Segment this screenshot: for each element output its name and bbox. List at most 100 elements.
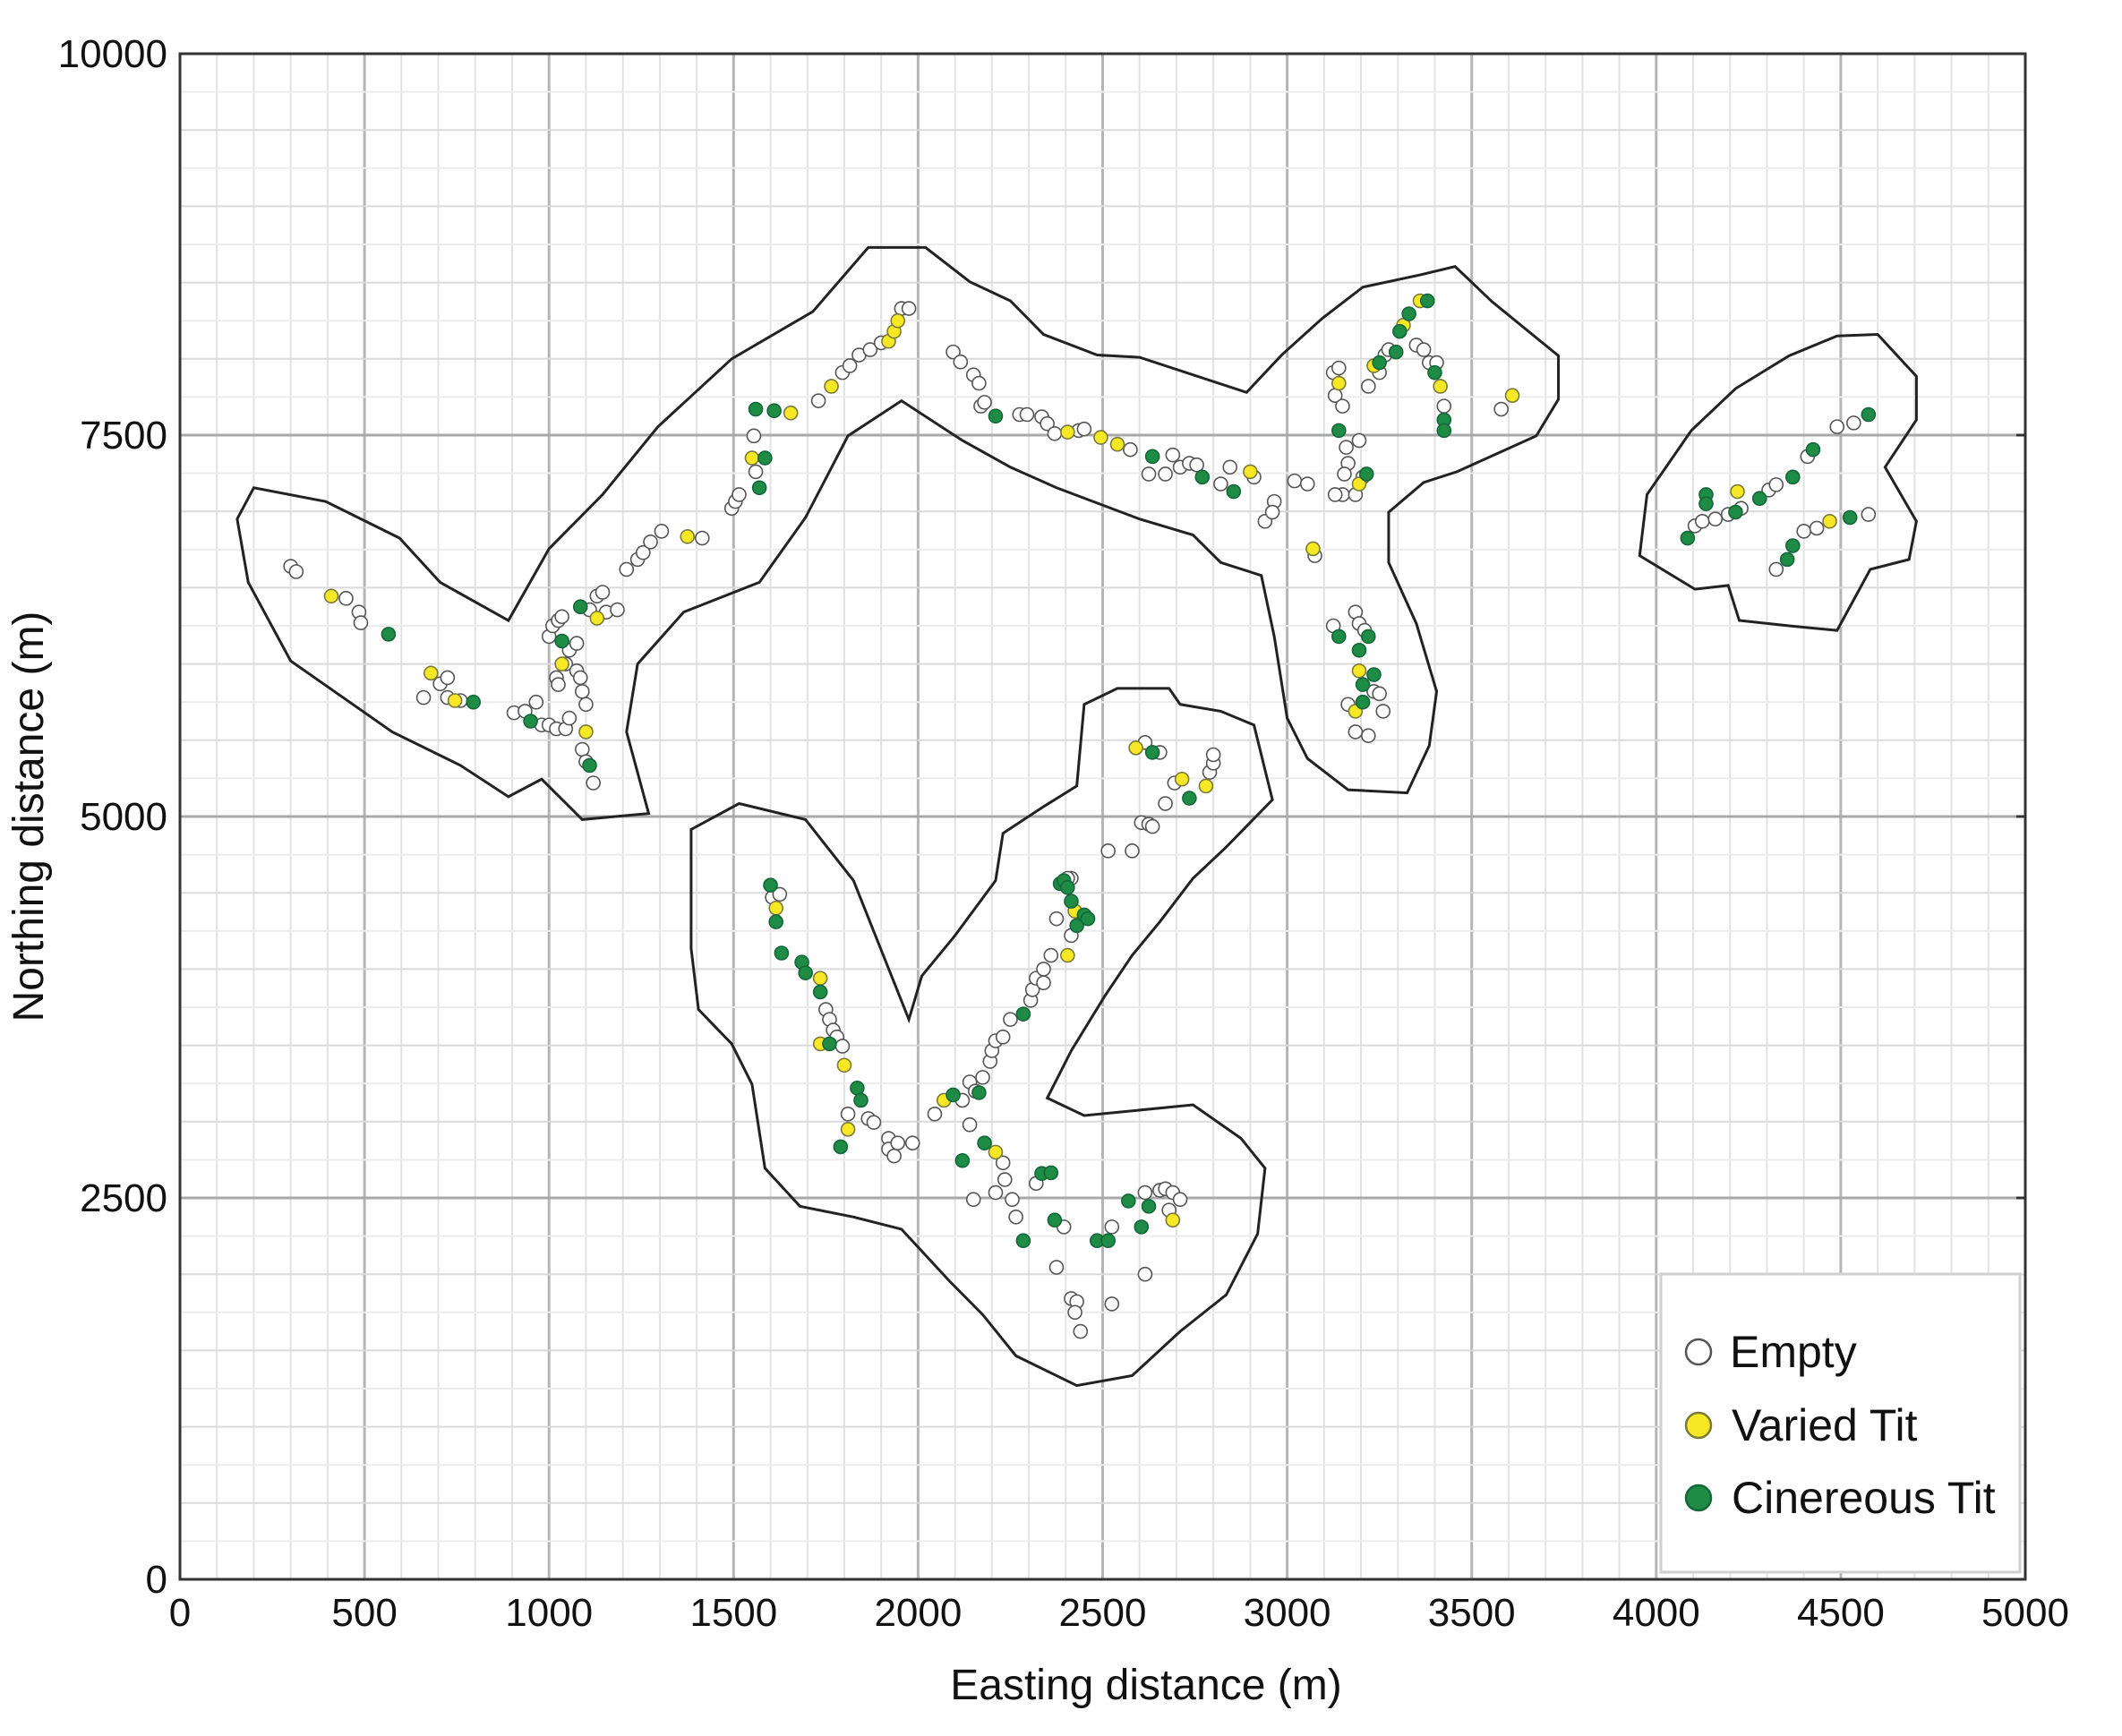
data-point	[866, 1115, 882, 1130]
data-point	[748, 401, 764, 417]
data-point	[1125, 843, 1140, 859]
data-point	[288, 564, 304, 579]
data-point	[1355, 694, 1371, 710]
data-point	[812, 971, 828, 986]
data-point	[1493, 401, 1509, 417]
data-point	[1779, 552, 1795, 568]
legend-marker-varied-tit	[1684, 1411, 1713, 1440]
data-point	[927, 1106, 943, 1122]
data-point	[1372, 355, 1387, 371]
data-point	[466, 694, 481, 710]
data-point	[1003, 1012, 1018, 1027]
data-point	[1213, 476, 1228, 492]
data-point	[1861, 406, 1877, 423]
data-point	[586, 775, 601, 791]
data-point	[1698, 496, 1714, 511]
data-point	[595, 585, 611, 600]
data-point	[1019, 406, 1035, 423]
data-point	[862, 342, 878, 357]
data-point	[1093, 430, 1108, 445]
data-point	[798, 965, 813, 980]
data-point	[748, 464, 764, 480]
data-point	[1100, 843, 1116, 859]
legend-marker-cinereous-tit	[1684, 1484, 1713, 1512]
x-axis-title: Easting distance (m)	[950, 1662, 1342, 1709]
y-tick-label: 7500	[80, 414, 167, 458]
data-point	[853, 1092, 868, 1108]
data-point	[1360, 379, 1376, 394]
data-point	[1194, 469, 1211, 485]
x-tick-label: 3000	[1244, 1591, 1331, 1635]
data-point	[1198, 778, 1214, 794]
data-point	[834, 1039, 851, 1054]
legend: Empty Varied Tit Cinereous Tit	[1659, 1272, 2022, 1574]
data-point	[954, 1152, 971, 1168]
data-point	[1366, 667, 1382, 682]
data-point	[353, 615, 369, 630]
series-varied-tit	[323, 293, 1837, 1228]
data-point	[971, 375, 987, 391]
data-point	[1158, 466, 1173, 482]
data-point	[768, 900, 784, 916]
y-axis-ticks: 0 2500 5000 7500 10000	[58, 32, 2025, 1602]
data-point	[1043, 947, 1059, 963]
data-point	[1060, 947, 1075, 963]
data-point	[810, 393, 826, 408]
data-point	[1158, 796, 1173, 811]
data-point	[1036, 962, 1051, 977]
data-point	[997, 1172, 1013, 1187]
data-point	[643, 534, 658, 550]
data-point	[1144, 818, 1160, 834]
data-point	[962, 1116, 978, 1133]
y-tick-label: 5000	[80, 795, 167, 839]
data-point	[1128, 740, 1143, 756]
data-point	[763, 877, 778, 893]
data-point	[1299, 476, 1315, 492]
legend-marker-empty	[1684, 1338, 1713, 1366]
data-point	[554, 656, 569, 671]
data-point	[1331, 423, 1347, 439]
data-point	[1433, 379, 1448, 394]
data-point	[574, 741, 590, 757]
x-tick-label: 4000	[1613, 1591, 1700, 1635]
data-point	[1137, 1266, 1153, 1282]
x-tick-label: 1000	[505, 1591, 593, 1635]
data-point	[822, 1036, 837, 1052]
data-point	[1695, 513, 1710, 529]
data-point	[1080, 911, 1096, 927]
data-point	[1768, 561, 1784, 577]
data-point	[988, 1144, 1004, 1160]
data-point	[1358, 466, 1374, 482]
y-axis-title: Northing distance (m)	[5, 611, 53, 1022]
data-point	[1351, 642, 1367, 658]
data-point	[850, 1081, 865, 1096]
data-point	[1047, 1212, 1063, 1228]
data-point	[1182, 791, 1197, 806]
data-point	[1504, 388, 1520, 403]
data-point	[945, 1087, 961, 1103]
data-point	[812, 984, 828, 1000]
x-tick-label: 0	[169, 1591, 191, 1635]
data-point	[338, 591, 354, 606]
data-point	[554, 609, 569, 625]
data-point	[988, 408, 1004, 424]
data-point	[1134, 1219, 1150, 1235]
data-point	[1360, 629, 1376, 645]
data-point	[1337, 466, 1352, 482]
data-point	[1165, 1212, 1181, 1228]
x-tick-label: 5000	[1981, 1591, 2069, 1635]
data-point	[1076, 421, 1092, 437]
data-point	[1796, 524, 1811, 539]
data-point	[636, 544, 651, 560]
data-point	[1174, 771, 1190, 787]
data-point	[840, 1122, 856, 1137]
data-point	[447, 693, 463, 708]
data-point	[1243, 464, 1258, 480]
data-point	[1104, 1296, 1120, 1312]
data-point	[1109, 436, 1125, 452]
data-point	[977, 1135, 992, 1150]
data-point	[610, 602, 625, 618]
data-point	[1141, 466, 1157, 482]
data-point	[1388, 344, 1404, 360]
data-point	[1372, 686, 1387, 702]
